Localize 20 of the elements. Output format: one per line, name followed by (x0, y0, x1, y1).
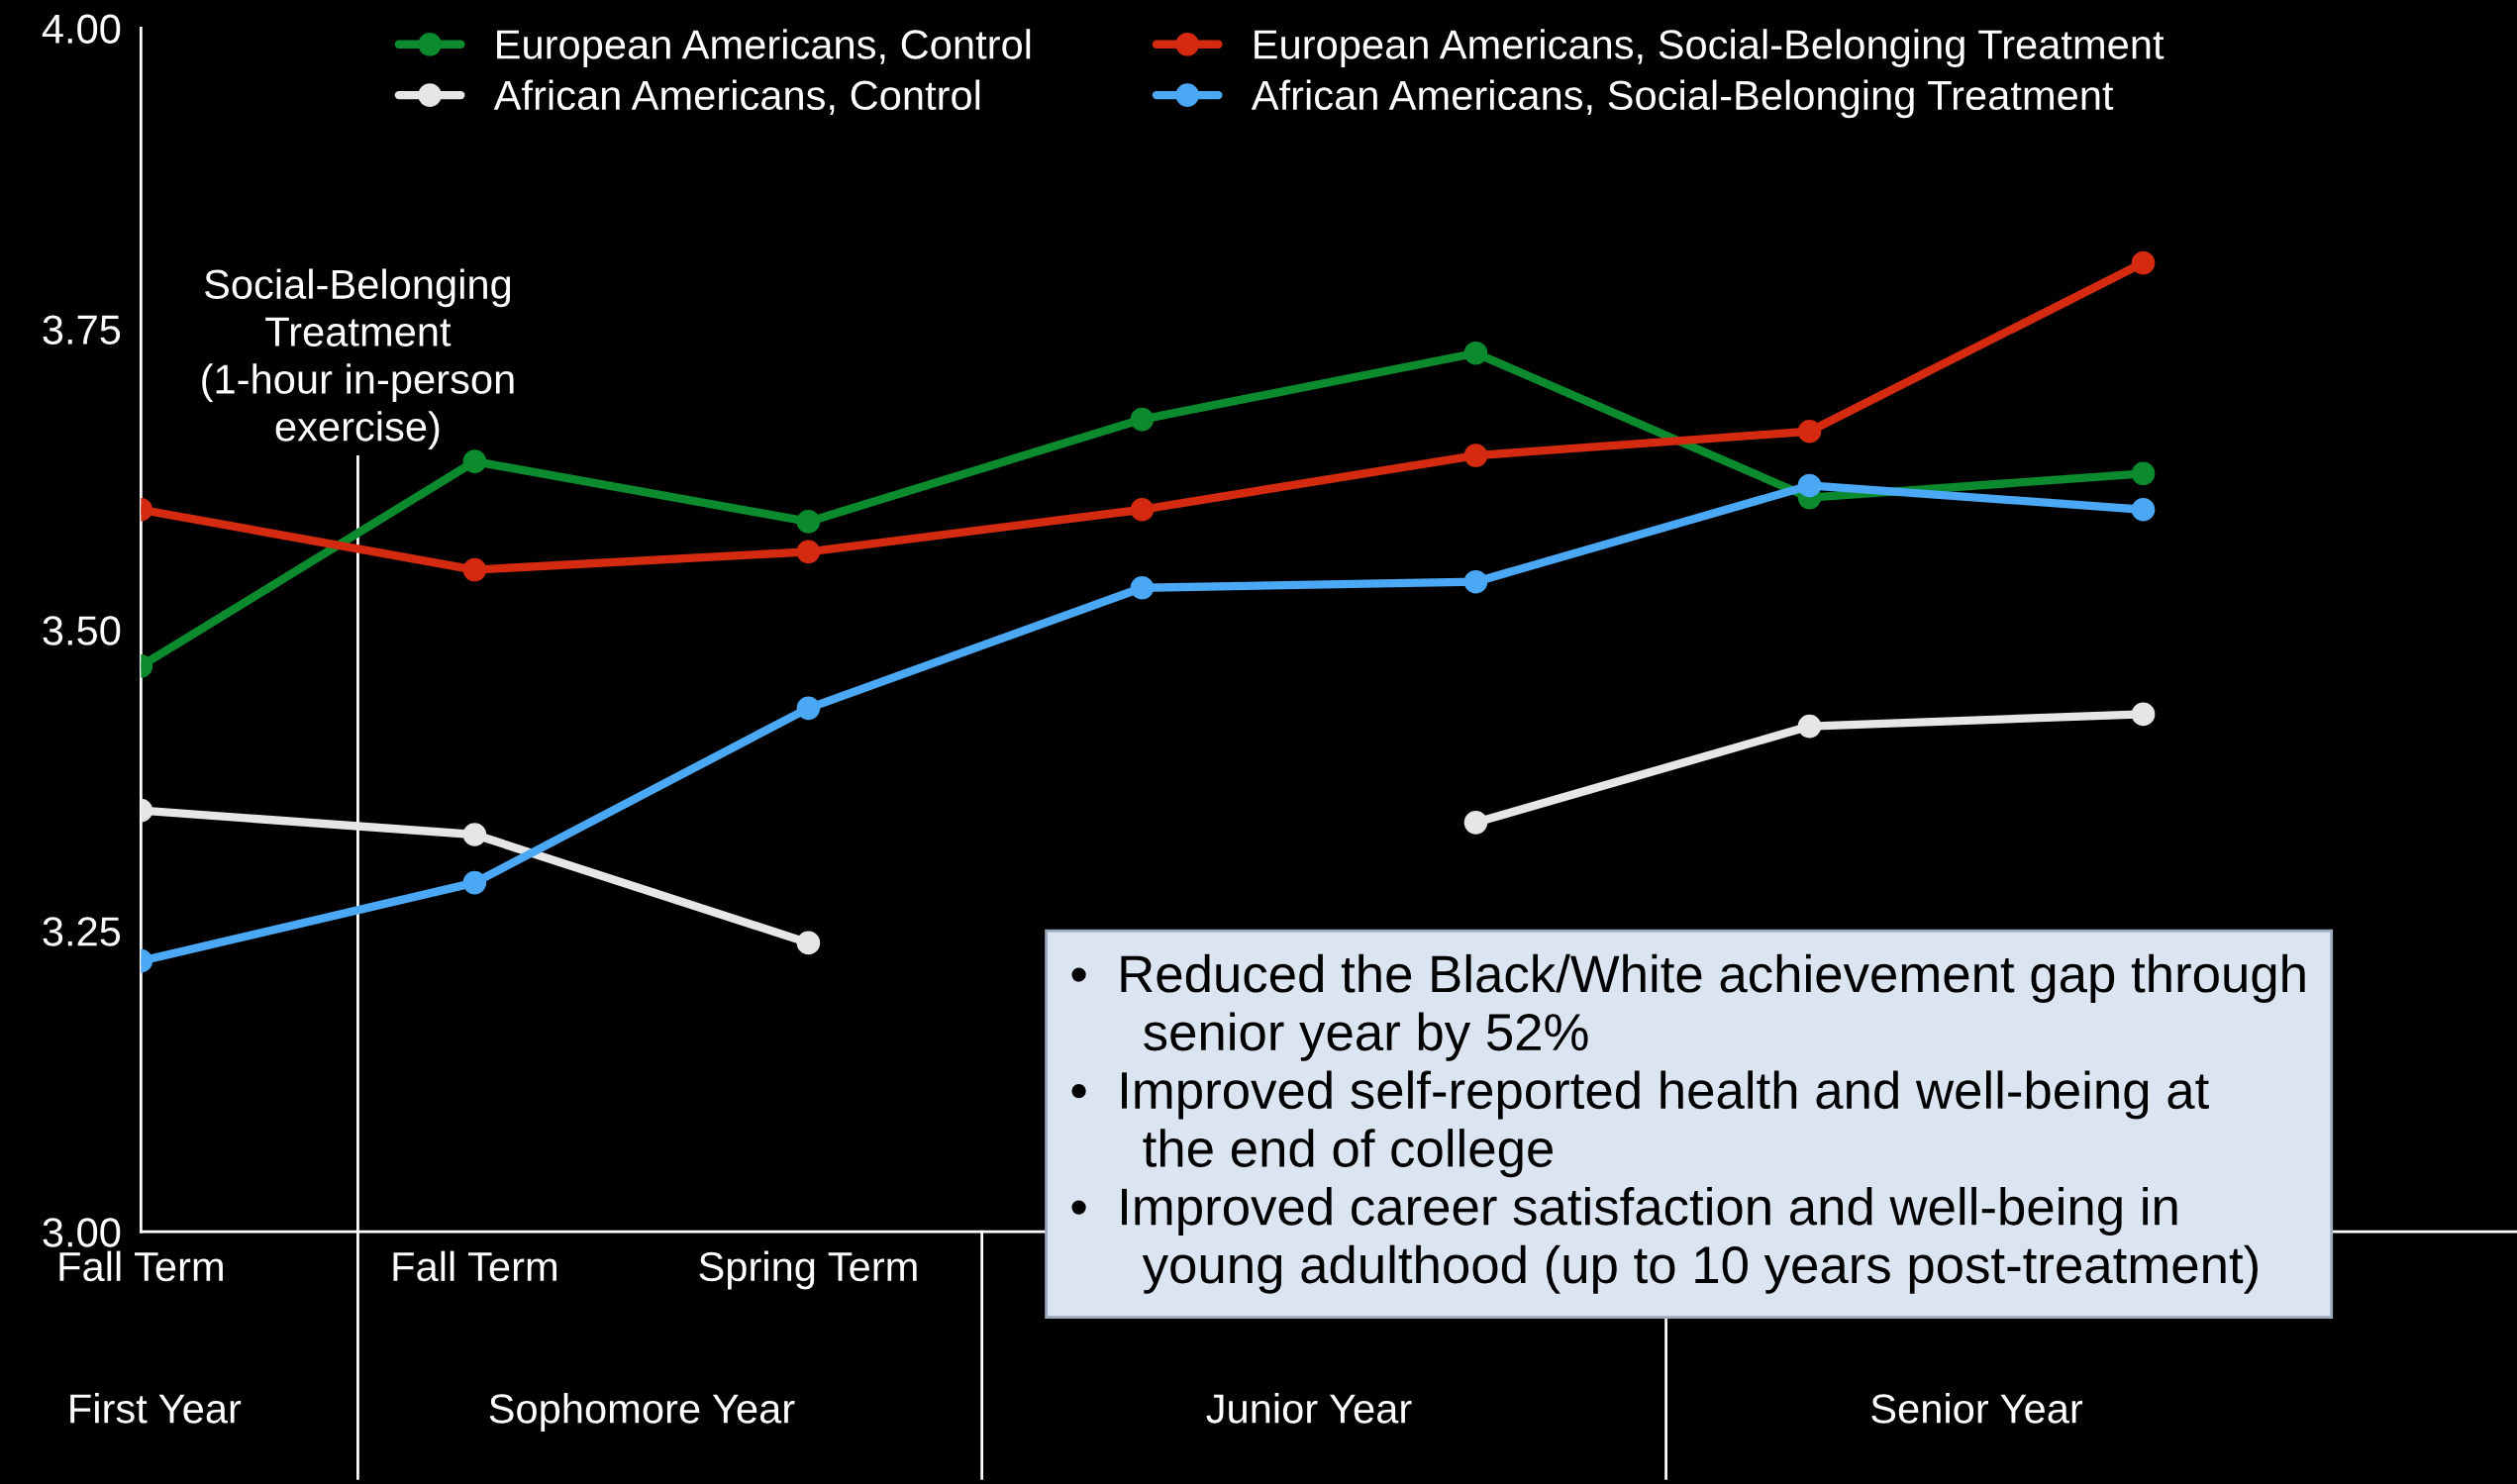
x-tick-label: Fall Term (393, 1250, 556, 1282)
text: Sophomore Year (489, 1393, 795, 1432)
annotation: • Reduced the Black/White achievement gap through senior year by 52% (1071, 953, 2305, 1061)
text: First Year (70, 1393, 242, 1424)
x-tick-label: Fall Term (59, 1250, 223, 1282)
legend-label: European Americans, Control (497, 29, 1031, 68)
text: Senior Year (1871, 1393, 2083, 1424)
legend-label: African Americans, Social-Belonging Treatment (1251, 79, 2114, 119)
annotation: • Improved self-reported health and well-being at the end of college (1071, 1070, 2209, 1178)
y-tick-label: 3.00 (43, 1218, 121, 1247)
y-tick-label: 3.50 (43, 616, 121, 645)
y-tick-label: 3.75 (43, 315, 121, 345)
annotation: Social-Belonging Treatment (1-hour in-person exercise) (202, 268, 514, 449)
x-tick-label: Spring Term (699, 1250, 917, 1290)
annotation: • Improved career satisfaction and well-being in young adulthood (up to 10 years post-treatment) (1071, 1186, 2258, 1294)
y-tick-label: 3.25 (43, 917, 121, 946)
text: Junior Year (1206, 1393, 1412, 1424)
legend-label: African Americans, Control (493, 79, 980, 116)
y-tick-label: 4.00 (42, 14, 121, 44)
legend-label: European Americans, Social-Belonging Treatment (1255, 29, 2165, 68)
